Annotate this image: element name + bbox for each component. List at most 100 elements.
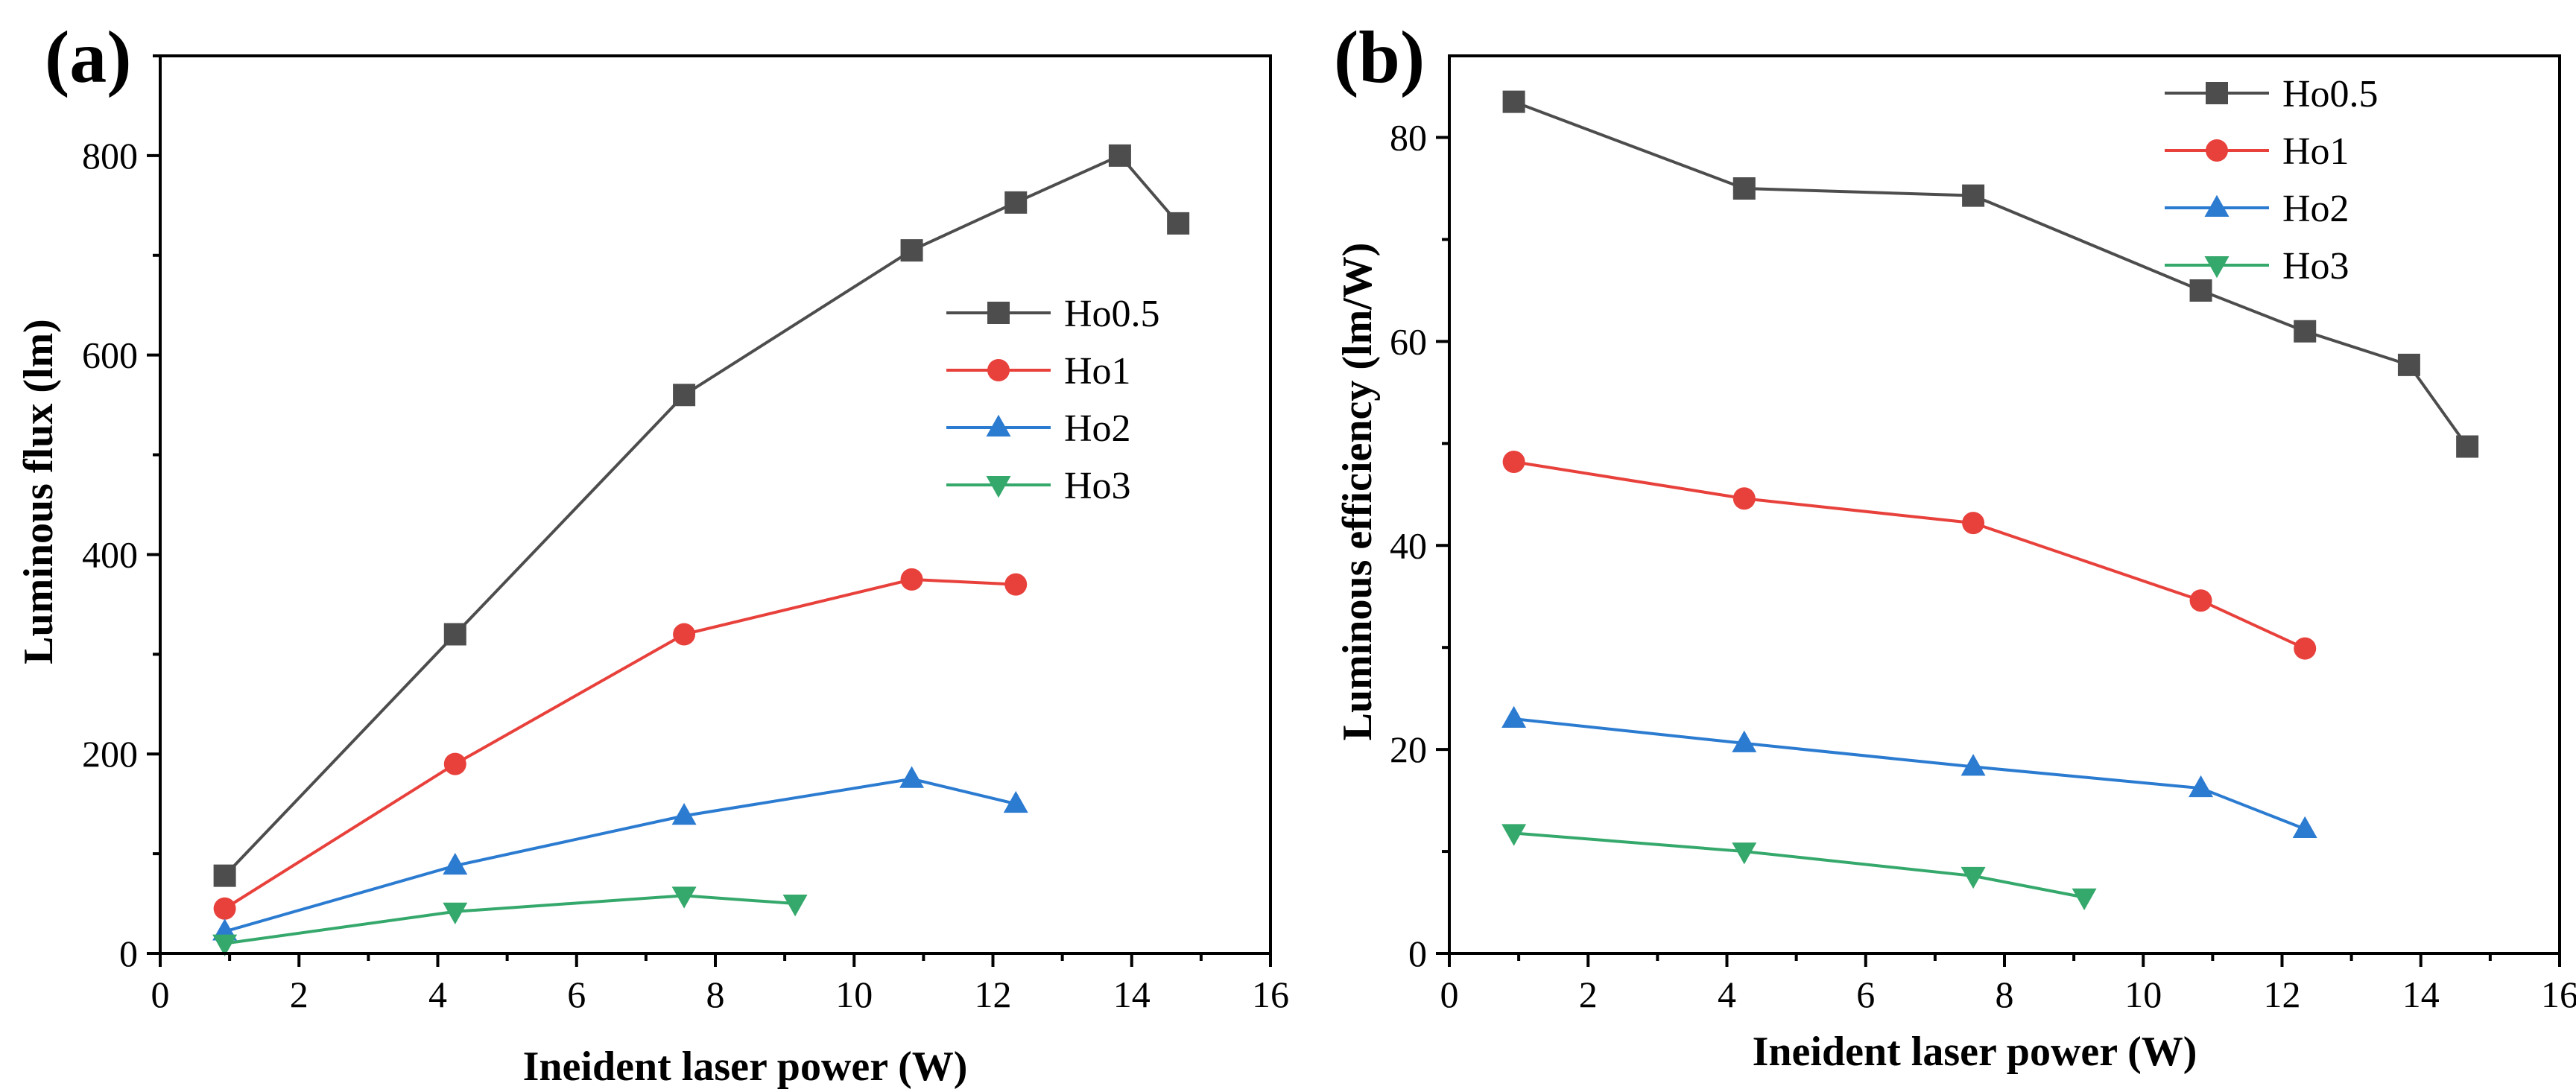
x-tick-label: 16 bbox=[1252, 974, 1289, 1015]
data-point-ho1 bbox=[900, 568, 923, 591]
x-tick-label: 16 bbox=[2541, 974, 2576, 1015]
data-point-ho3 bbox=[212, 934, 238, 956]
x-tick-label: 8 bbox=[1996, 974, 2014, 1015]
y-tick-label: 400 bbox=[82, 533, 138, 575]
series-line-ho0-5 bbox=[224, 153, 1180, 877]
legend-label-ho3: Ho3 bbox=[2282, 245, 2349, 288]
x-tick-label: 6 bbox=[567, 974, 586, 1015]
legend-marker-ho0-5 bbox=[987, 302, 1010, 324]
data-point-ho3 bbox=[2072, 888, 2097, 910]
x-tick-label: 14 bbox=[1113, 974, 1151, 1015]
data-point-ho1 bbox=[1962, 512, 1985, 535]
data-point-ho0-5 bbox=[2189, 279, 2212, 302]
panel-a-x-axis-title: Ineident laser power (W) bbox=[523, 1044, 968, 1090]
y-tick-label: 600 bbox=[82, 334, 138, 376]
x-tick-label: 0 bbox=[1440, 974, 1459, 1015]
series-line-ho1 bbox=[224, 577, 1016, 910]
legend-label-ho3: Ho3 bbox=[1064, 465, 1131, 507]
x-tick-label: 10 bbox=[2124, 974, 2162, 1015]
series-line-ho1 bbox=[1513, 460, 2306, 650]
y-tick-label: 60 bbox=[1390, 320, 1427, 362]
legend-marker-ho2 bbox=[986, 414, 1011, 437]
data-point-ho2 bbox=[1501, 705, 1527, 728]
data-point-ho3 bbox=[1961, 866, 1986, 889]
data-point-ho3 bbox=[1732, 842, 1757, 865]
data-point-ho1 bbox=[443, 752, 466, 775]
x-tick-label: 12 bbox=[2264, 974, 2301, 1015]
data-point-ho0-5 bbox=[2294, 320, 2317, 343]
data-point-ho0-5 bbox=[2456, 435, 2479, 458]
legend-label-ho2: Ho2 bbox=[1064, 407, 1131, 450]
data-point-ho0-5 bbox=[1732, 177, 1756, 200]
legend-label-ho0-5: Ho0.5 bbox=[1064, 293, 1160, 335]
data-point-ho0-5 bbox=[213, 864, 236, 887]
data-point-ho1 bbox=[2294, 637, 2317, 660]
y-tick-label: 80 bbox=[1390, 117, 1427, 159]
data-point-ho1 bbox=[1732, 487, 1756, 510]
x-tick-label: 8 bbox=[706, 974, 725, 1015]
data-point-ho0-5 bbox=[443, 623, 466, 646]
panel-a-plot-frame bbox=[159, 54, 1272, 955]
y-tick-label: 200 bbox=[82, 733, 138, 775]
y-tick-label: 20 bbox=[1390, 728, 1427, 770]
x-tick-label: 4 bbox=[1718, 974, 1736, 1015]
panel-b-x-axis-title: Ineident laser power (W) bbox=[1753, 1029, 2197, 1075]
panel-b-y-axis-title: Luminous efficiency (lm/W) bbox=[1335, 243, 1381, 741]
y-tick-label: 800 bbox=[82, 135, 138, 177]
data-point-ho3 bbox=[443, 902, 468, 925]
series-line-ho2 bbox=[224, 777, 1016, 933]
x-tick-label: 14 bbox=[2402, 974, 2440, 1015]
data-point-ho2 bbox=[1961, 754, 1986, 776]
data-point-ho1 bbox=[1502, 450, 1525, 473]
data-point-ho3 bbox=[1501, 824, 1527, 846]
legend-marker-ho0-5 bbox=[2206, 82, 2228, 104]
panel-b-legend: Ho0.5 Ho1 Ho2 Ho3 bbox=[2165, 73, 2379, 288]
legend-label-ho1: Ho1 bbox=[2282, 130, 2349, 173]
data-point-ho2 bbox=[899, 766, 925, 788]
data-point-ho2 bbox=[671, 802, 697, 825]
panel-b-plot-frame bbox=[1448, 54, 2561, 955]
x-tick-label: 2 bbox=[290, 974, 308, 1015]
data-point-ho0-5 bbox=[673, 384, 696, 407]
data-point-ho0-5 bbox=[1167, 212, 1190, 235]
y-tick-label: 40 bbox=[1390, 524, 1427, 566]
x-tick-label: 0 bbox=[151, 974, 170, 1015]
x-tick-label: 4 bbox=[428, 974, 447, 1015]
panel-a-chart: (a) Ineident laser power (W) Luminous fl… bbox=[16, 16, 1289, 1090]
data-point-ho3 bbox=[782, 895, 808, 917]
legend-marker-ho3 bbox=[986, 476, 1011, 498]
x-tick-label: 10 bbox=[835, 974, 873, 1015]
data-point-ho2 bbox=[2189, 775, 2214, 798]
data-point-ho1 bbox=[2189, 589, 2212, 612]
legend-marker-ho1 bbox=[987, 359, 1010, 381]
panel-a-label: (a) bbox=[45, 16, 132, 98]
data-point-ho2 bbox=[1732, 730, 1757, 752]
data-point-ho0-5 bbox=[1108, 144, 1131, 167]
legend-marker-ho3 bbox=[2204, 256, 2230, 279]
legend-marker-ho1 bbox=[2206, 139, 2228, 162]
panel-a-y-axis-title: Luminous flux (lm) bbox=[16, 319, 62, 664]
data-point-ho0-5 bbox=[1502, 90, 1525, 113]
data-point-ho2 bbox=[1003, 790, 1028, 813]
x-tick-label: 12 bbox=[975, 974, 1012, 1015]
data-point-ho2 bbox=[2292, 816, 2317, 838]
data-point-ho2 bbox=[443, 852, 468, 875]
series-line-ho3 bbox=[1513, 831, 2085, 899]
panel-b-chart: (b) Ineident laser power (W) Luminous ef… bbox=[1334, 16, 2576, 1075]
legend-label-ho2: Ho2 bbox=[2282, 188, 2349, 230]
x-tick-label: 2 bbox=[1579, 974, 1598, 1015]
y-tick-label: 0 bbox=[1408, 933, 1427, 974]
legend-label-ho1: Ho1 bbox=[1064, 350, 1131, 393]
legend-marker-ho2 bbox=[2204, 194, 2230, 217]
legend-label-ho0-5: Ho0.5 bbox=[2282, 73, 2379, 115]
data-point-ho0-5 bbox=[1962, 184, 1985, 207]
data-point-ho1 bbox=[673, 623, 696, 646]
data-point-ho1 bbox=[1004, 573, 1028, 596]
y-tick-label: 0 bbox=[119, 933, 138, 974]
panel-b-label: (b) bbox=[1334, 16, 1425, 98]
data-point-ho1 bbox=[213, 897, 236, 920]
x-tick-label: 6 bbox=[1856, 974, 1875, 1015]
data-point-ho3 bbox=[671, 886, 697, 909]
panel-a-legend: Ho0.5 Ho1 Ho2 Ho3 bbox=[946, 293, 1160, 507]
